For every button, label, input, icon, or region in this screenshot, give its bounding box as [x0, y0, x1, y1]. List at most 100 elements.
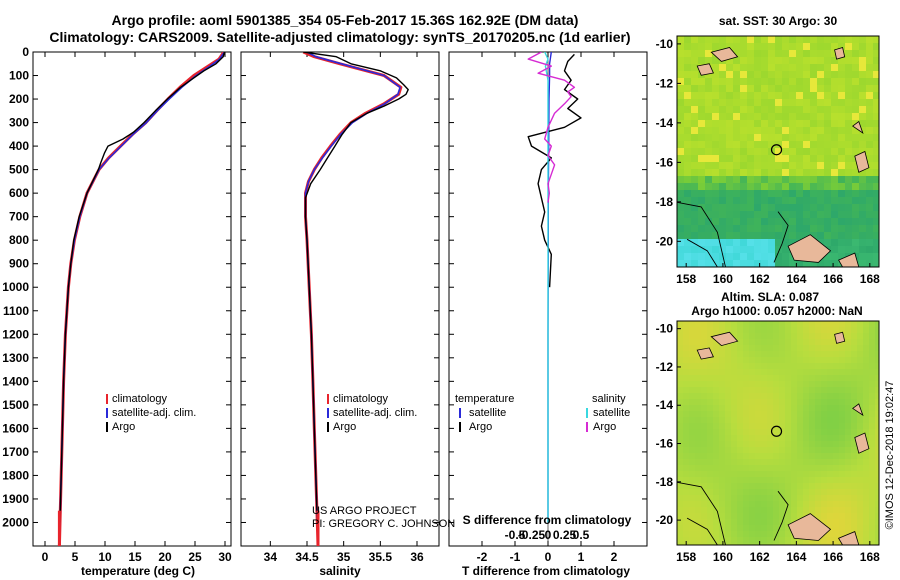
sla-cell — [875, 375, 879, 381]
sla-cell — [797, 357, 803, 363]
sst-cell — [726, 218, 733, 225]
sst-cell — [740, 211, 747, 218]
sst-cell — [768, 43, 775, 50]
sla-cell — [851, 465, 857, 471]
sst-cell — [803, 232, 810, 239]
sla-cell — [827, 357, 833, 363]
sla-cell — [719, 357, 725, 363]
sst-cell — [824, 190, 831, 197]
sst-cell — [796, 113, 803, 120]
sla-cell — [863, 531, 869, 537]
sla-cell — [731, 429, 737, 435]
sst-cell — [810, 99, 817, 106]
sla-cell — [785, 339, 791, 345]
sst-cell — [866, 92, 873, 99]
sst-cell — [698, 239, 705, 246]
sla-cell — [821, 357, 827, 363]
sst-cell — [796, 134, 803, 141]
sla-cell — [857, 363, 863, 369]
depth-tick-label: 700 — [9, 210, 29, 224]
sst-cell — [838, 197, 845, 204]
depth-tick-label: 1700 — [2, 445, 29, 459]
sla-cell — [785, 405, 791, 411]
sst-cell — [677, 85, 684, 92]
sla-cell — [821, 339, 827, 345]
sst-cell — [712, 218, 719, 225]
sla-cell — [869, 399, 875, 405]
salinity-argo-line — [303, 52, 409, 523]
sla-cell — [725, 441, 731, 447]
sst-cell — [817, 50, 824, 57]
sla-cell — [827, 501, 833, 507]
sst-cell — [705, 43, 712, 50]
sst-cell — [677, 134, 684, 141]
sla-cell — [827, 351, 833, 357]
sla-cell — [737, 429, 743, 435]
sla-cell — [707, 417, 713, 423]
sla-cell — [797, 465, 803, 471]
sst-cell — [796, 64, 803, 71]
sla-cell — [719, 417, 725, 423]
sla-cell — [761, 321, 767, 327]
sst-cell — [747, 197, 754, 204]
sla-cell — [839, 411, 845, 417]
sst-cell — [761, 155, 768, 162]
sla-cell — [695, 507, 701, 513]
sla-cell — [851, 327, 857, 333]
depth-tick-label: 1500 — [2, 398, 29, 412]
sla-cell — [845, 471, 851, 477]
map-y-tick-label: -12 — [656, 360, 674, 374]
sst-cell — [712, 246, 719, 253]
sla-cell — [773, 453, 779, 459]
sla-cell — [845, 525, 851, 531]
sla-cell — [767, 399, 773, 405]
sst-cell — [866, 57, 873, 64]
sla-cell — [683, 495, 689, 501]
sla-cell — [875, 459, 879, 465]
sla-cell — [821, 507, 827, 513]
sst-cell — [873, 176, 879, 183]
sla-cell — [767, 417, 773, 423]
sla-cell — [683, 357, 689, 363]
sst-cell — [803, 50, 810, 57]
sst-cell — [691, 134, 698, 141]
sst-cell — [817, 211, 824, 218]
sst-cell — [761, 211, 768, 218]
sla-cell — [743, 339, 749, 345]
sst-cell — [684, 211, 691, 218]
sla-cell — [755, 333, 761, 339]
sla-cell — [791, 459, 797, 465]
sla-cell — [779, 507, 785, 513]
sla-cell — [833, 507, 839, 513]
sla-cell — [683, 531, 689, 537]
sla-cell — [767, 357, 773, 363]
sst-cell — [824, 218, 831, 225]
sst-cell — [866, 169, 873, 176]
sla-cell — [761, 537, 767, 543]
sst-cell — [873, 134, 879, 141]
sst-cell — [712, 162, 719, 169]
sst-cell — [859, 190, 866, 197]
sla-cell — [821, 465, 827, 471]
sla-cell — [731, 411, 737, 417]
sla-cell — [725, 405, 731, 411]
sst-cell — [824, 141, 831, 148]
sst-cell — [803, 176, 810, 183]
sla-cell — [719, 441, 725, 447]
sla-cell — [875, 495, 879, 501]
sla-cell — [803, 543, 809, 545]
sla-cell — [791, 363, 797, 369]
sla-cell — [851, 417, 857, 423]
sst-cell — [705, 120, 712, 127]
sst-cell — [831, 92, 838, 99]
sla-cell — [767, 333, 773, 339]
sla-map-title-line2: Argo h1000: 0.057 h2000: NaN — [691, 304, 862, 318]
sla-cell — [827, 513, 833, 519]
sla-cell — [875, 453, 879, 459]
sla-cell — [683, 453, 689, 459]
sla-cell — [689, 501, 695, 507]
sla-cell — [839, 525, 845, 531]
sst-cell — [803, 99, 810, 106]
sst-cell — [719, 232, 726, 239]
sla-cell — [809, 471, 815, 477]
